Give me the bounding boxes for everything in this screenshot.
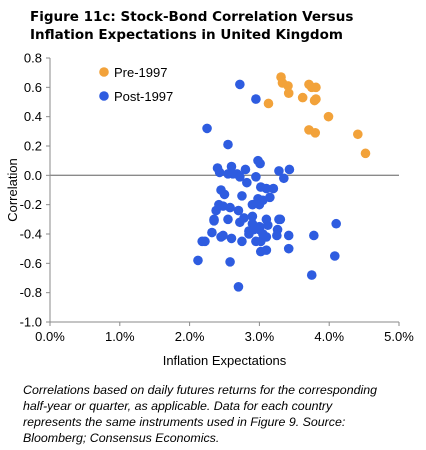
post-1997-point (247, 211, 258, 222)
x-tick-label: 2.0% (175, 329, 205, 344)
post-1997-point (226, 233, 237, 244)
chart-title-line-1: Figure 11c: Stock-Bond Correlation Versu… (30, 9, 354, 25)
post-1997-point (233, 282, 244, 292)
y-tick-label: 0.8 (24, 51, 42, 66)
post-1997-point (225, 202, 235, 213)
chart-caption: Correlations based on daily futures retu… (23, 382, 419, 446)
post-1997-point (262, 220, 273, 230)
post-1997-point (254, 199, 265, 210)
caption-line-1: Correlations based on daily futures retu… (23, 383, 378, 397)
pre-1997-point (311, 82, 321, 93)
y-tick-label: 0.0 (24, 168, 42, 183)
post-1997-point (265, 192, 275, 203)
pre-1997-point (283, 88, 294, 98)
chart-title-line-2: Inflation Expectations in United Kingdom (30, 27, 343, 43)
x-tick-label: 3.0% (245, 329, 275, 344)
post-1997-point (247, 199, 258, 210)
post-1997-point (331, 218, 341, 229)
post-1997-point (197, 236, 207, 247)
x-tick-label: 5.0% (384, 329, 414, 344)
post-1997-point (219, 189, 230, 200)
post-1997-point (226, 161, 237, 172)
post-1997-point (207, 227, 217, 238)
y-tick-label: -0.4 (20, 227, 42, 242)
y-tick-label: 0.6 (24, 80, 42, 95)
y-axis-label: Correlation (5, 158, 20, 222)
post-1997-point (242, 177, 252, 188)
post-1997-point (239, 213, 249, 223)
post-1997-point (284, 164, 295, 175)
pre-1997-point (360, 148, 371, 159)
x-axis-label: Inflation Expectations (163, 353, 287, 368)
legend-label-pre-1997: Pre-1997 (114, 65, 167, 80)
pre-1997-point (310, 128, 321, 138)
legend-marker-pre-1997 (99, 67, 109, 77)
y-tick-label: -0.6 (20, 256, 42, 271)
legend-marker-post-1997 (99, 91, 109, 101)
post-1997-point (274, 166, 284, 176)
post-1997-point (214, 167, 225, 178)
chart-title: Figure 11c: Stock-Bond Correlation Versu… (30, 8, 420, 44)
legend-label-post-1997: Post-1997 (114, 89, 173, 104)
post-1997-point (306, 270, 317, 280)
pre-1997-point (297, 92, 308, 103)
caption-line-4: Bloomberg; Consensus Economics. (23, 431, 220, 445)
post-1997-point (251, 172, 261, 182)
x-tick-label: 0.0% (35, 329, 65, 344)
pre-1997-point (263, 98, 274, 109)
pre-1997-point (323, 111, 334, 122)
x-tick-label: 1.0% (105, 329, 135, 344)
post-1997-point (202, 123, 212, 134)
y-tick-label: 0.4 (24, 109, 42, 124)
post-1997-point (237, 236, 247, 247)
post-1997-point (261, 183, 272, 194)
post-1997-point (237, 191, 247, 201)
post-1997-point (233, 205, 244, 216)
post-1997-point (279, 173, 289, 184)
pre-1997-point (311, 94, 321, 104)
post-1997-point (218, 230, 228, 241)
post-1997-point (223, 139, 233, 150)
y-tick-label: 0.2 (24, 139, 42, 154)
post-1997-point (235, 172, 245, 182)
post-1997-point (225, 257, 235, 267)
post-1997-point (283, 243, 294, 254)
y-tick-label: -0.8 (20, 285, 42, 300)
scatter-chart: 0.8 0.6 0.4 0.2 0.0 -0.2 -0.4 -0.6 -0.8 -1.00.0% 1… (5, 51, 414, 369)
x-tick-label: 4.0% (314, 329, 344, 344)
pre-1997-point (353, 129, 363, 140)
post-1997-point (255, 158, 265, 169)
post-1997-point (309, 230, 319, 241)
y-tick-label: -1.0 (20, 315, 42, 330)
post-1997-point (209, 216, 219, 226)
post-1997-point (211, 205, 221, 216)
post-1997-point (283, 230, 294, 241)
post-1997-point (240, 164, 251, 175)
post-1997-point (223, 214, 233, 225)
post-1997-point (251, 94, 261, 104)
post-1997-point (255, 246, 266, 257)
post-1997-point (235, 79, 245, 90)
pre-1997-point (283, 81, 293, 91)
caption-line-2: half-year or quarter, as applicable. Dat… (23, 399, 333, 413)
post-1997-point (329, 251, 340, 261)
post-1997-point (275, 214, 286, 225)
post-1997-point (258, 229, 268, 239)
y-tick-label: -0.2 (20, 197, 42, 212)
caption-line-3: represents the same instruments used in … (23, 415, 346, 429)
post-1997-point (268, 183, 279, 194)
post-1997-point (272, 230, 282, 241)
post-1997-point (193, 255, 203, 266)
